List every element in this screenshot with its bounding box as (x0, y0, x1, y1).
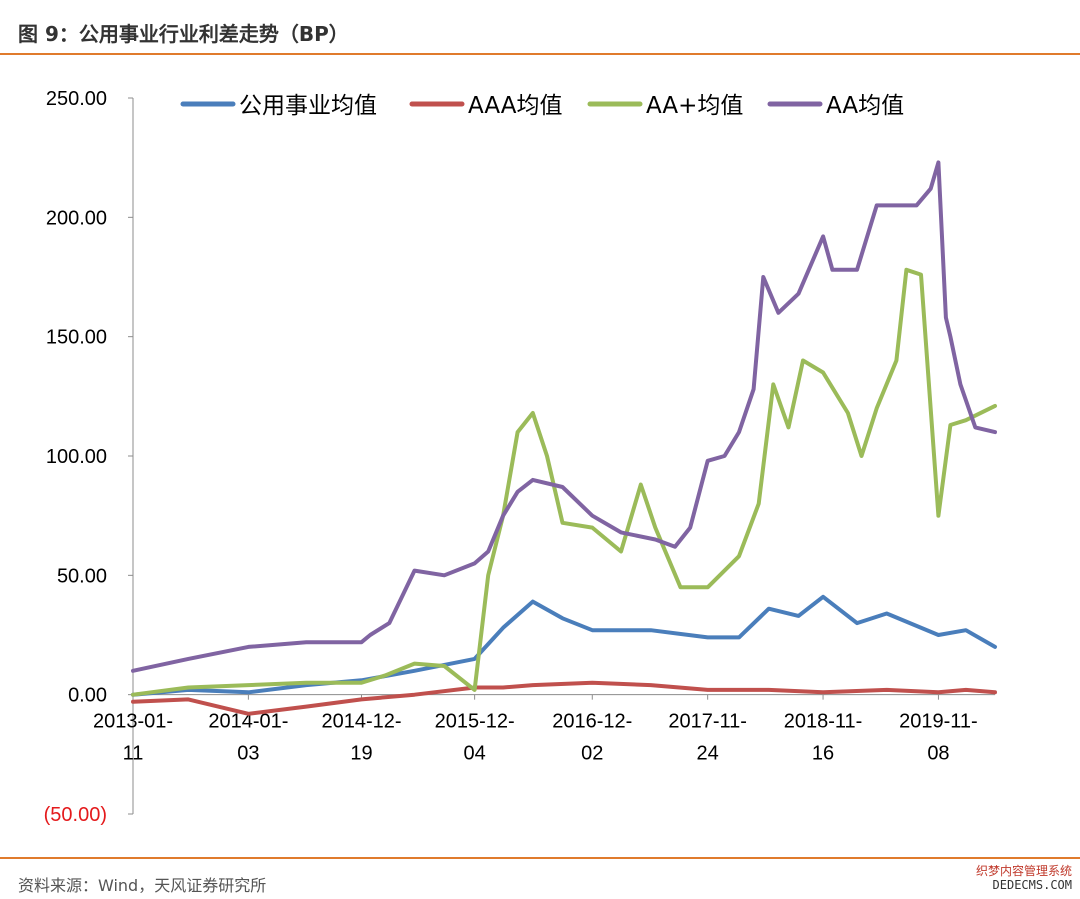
legend: 公用事业均值 AAA均值 AA+均值 AA均值 (180, 93, 904, 119)
y-axis: 250.00 200.00 150.00 100.00 50.00 0.00 (50.00) (44, 88, 134, 826)
watermark: 织梦内容管理系统 DEDECMS.COM (976, 864, 1072, 892)
x-tick-label: 19 (350, 743, 372, 765)
bottom-divider (0, 857, 1080, 859)
series-line-4 (131, 160, 997, 673)
y-tick-label: 200.00 (46, 207, 107, 229)
y-tick-label: 0.00 (68, 685, 107, 707)
x-tick-label: 08 (927, 743, 949, 765)
y-tick-label: 150.00 (46, 327, 107, 349)
x-tick-label: 2018-11- (784, 711, 863, 733)
series-line-3 (131, 267, 997, 697)
x-tick-label: 2014-01- (208, 711, 288, 733)
legend-label: AAA均值 (468, 93, 562, 119)
x-tick-label: 2016-12- (552, 711, 632, 733)
x-tick-label: 2015-12- (435, 711, 515, 733)
x-tick-label: 11 (123, 743, 144, 765)
x-tick-label: 02 (581, 743, 603, 765)
y-tick-label: 50.00 (57, 565, 107, 587)
top-divider (0, 53, 1080, 55)
legend-label: AA+均值 (646, 93, 743, 119)
x-tick-label: 2019-11- (899, 711, 978, 733)
y-tick-label: 100.00 (46, 446, 107, 468)
y-tick-label: (50.00) (44, 804, 107, 826)
x-tick-label: 2014-12- (321, 711, 401, 733)
series-line-2 (131, 680, 997, 716)
y-tick-label: 250.00 (46, 88, 107, 110)
series-lines (131, 160, 997, 716)
x-tick-label: 24 (697, 743, 719, 765)
x-axis: 2013-01- 11 2014-01- 03 2014-12- 19 2015-12- 04… (93, 694, 995, 765)
watermark-line1: 织梦内容管理系统 (975, 864, 1072, 878)
x-tick-label: 2013-01- (93, 711, 173, 733)
legend-label: 公用事业均值 (239, 93, 377, 119)
source-note: 资料来源：Wind，天风证券研究所 (18, 876, 267, 895)
x-tick-label: 2017-11- (668, 711, 747, 733)
figure-title: 图 9：公用事业行业利差走势（BP） (18, 22, 349, 46)
legend-label: AA均值 (826, 93, 904, 119)
x-tick-label: 03 (237, 743, 259, 765)
watermark-line2: DEDECMS.COM (992, 878, 1072, 892)
x-tick-label: 16 (812, 743, 834, 765)
x-tick-label: 04 (464, 743, 486, 765)
line-chart: 250.00 200.00 150.00 100.00 50.00 0.00 (50.00)… (44, 88, 997, 826)
